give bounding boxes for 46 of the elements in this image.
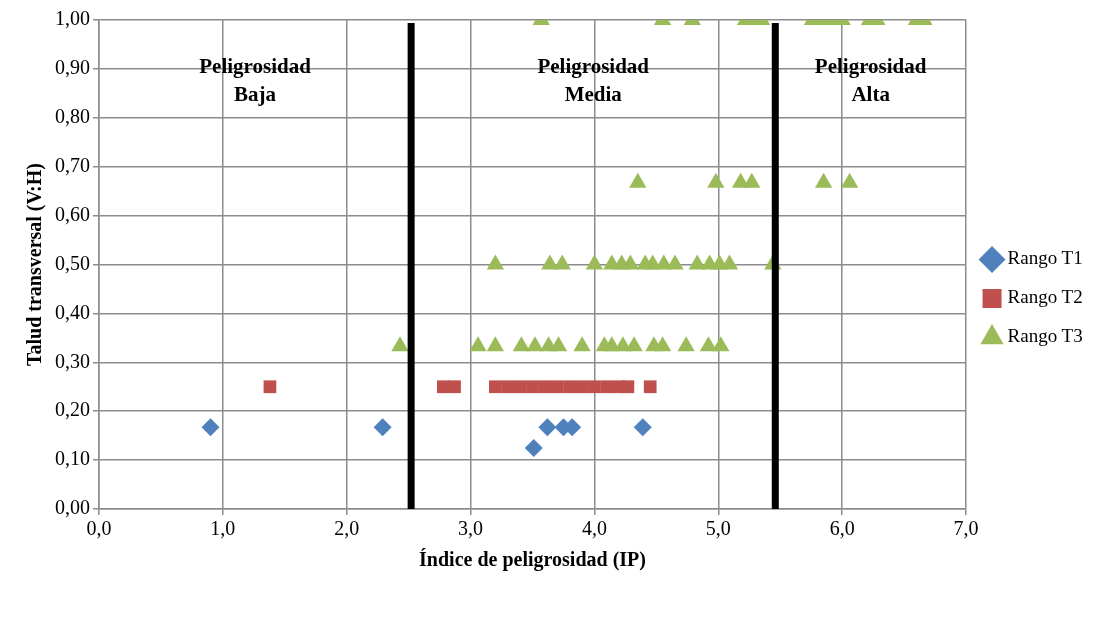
annotation: Peligrosidad Baja — [199, 53, 312, 106]
y-tick-label: 0,50 — [55, 251, 90, 274]
point — [712, 336, 730, 352]
y-axis-title: Talud transversal (V:H) — [23, 163, 47, 366]
point — [621, 254, 640, 270]
x-tick-label: 0,0 — [86, 517, 112, 540]
y-tick-label: 0,90 — [55, 56, 90, 79]
point — [720, 254, 739, 270]
y-tick-label: 1,00 — [55, 7, 90, 30]
y-tick-label: 0,40 — [55, 300, 90, 323]
y-tick-label: 0,60 — [55, 202, 90, 225]
point — [486, 336, 505, 352]
x-tick-label: 3,0 — [458, 517, 484, 540]
point — [585, 254, 604, 270]
legend-label: Rango T1 — [1007, 247, 1083, 269]
point — [653, 336, 672, 352]
point — [512, 336, 531, 352]
point — [549, 336, 568, 352]
x-tick-label: 7,0 — [953, 517, 979, 540]
point — [541, 254, 559, 270]
y-tick-label: 0,00 — [55, 496, 90, 519]
x-tick-label: 1,0 — [210, 517, 236, 540]
point — [469, 336, 487, 352]
point — [677, 336, 695, 352]
legend-label: Rango T3 — [1007, 325, 1083, 347]
legend-label: Rango T2 — [1007, 286, 1083, 308]
y-tick-label: 0,10 — [55, 447, 90, 470]
x-tick-label: 5,0 — [705, 517, 731, 540]
point — [486, 254, 505, 270]
point — [688, 254, 706, 270]
annotation: Peligrosidad Alta — [814, 53, 927, 106]
x-tick-label: 4,0 — [581, 517, 607, 540]
x-tick-label: 6,0 — [829, 517, 855, 540]
y-tick-label: 0,80 — [55, 105, 90, 128]
point — [625, 336, 643, 352]
point — [391, 336, 409, 352]
annotation: Peligrosidad Media — [537, 53, 650, 106]
point — [526, 336, 544, 352]
point — [573, 336, 591, 352]
x-tick-label: 2,0 — [334, 517, 360, 540]
point — [553, 254, 571, 270]
y-tick-label: 0,30 — [55, 349, 90, 372]
point — [666, 254, 684, 270]
y-tick-label: 0,70 — [55, 153, 90, 176]
x-axis-title: Índice de peligrosidad (IP) — [419, 548, 646, 572]
y-tick-label: 0,20 — [55, 398, 90, 421]
